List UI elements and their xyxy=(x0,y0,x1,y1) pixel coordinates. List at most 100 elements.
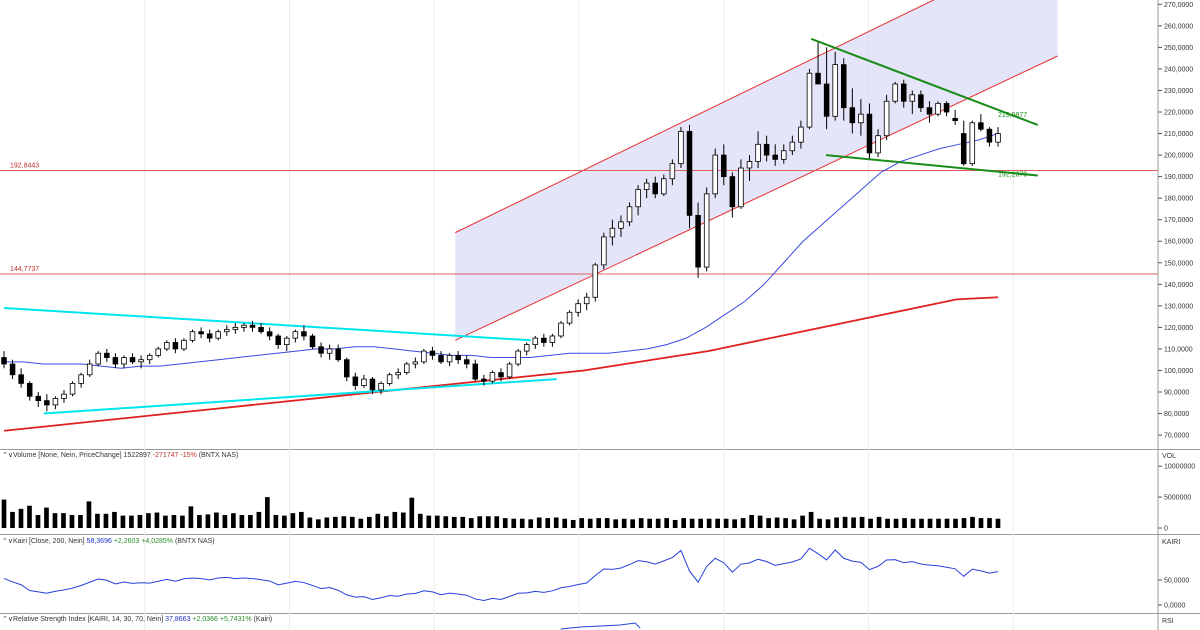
candle-body xyxy=(121,357,127,365)
candle-body xyxy=(935,102,941,115)
volume-bar xyxy=(299,511,304,528)
volume-bar xyxy=(426,515,432,528)
candle-body xyxy=(849,107,856,124)
volume-bar xyxy=(18,508,24,528)
volume-bar xyxy=(78,515,83,528)
candle-body xyxy=(558,322,564,337)
volume-bar xyxy=(180,515,185,528)
volume-bar xyxy=(715,518,720,528)
candle-body xyxy=(712,154,718,195)
volume-bar xyxy=(621,518,627,528)
price-axis-label: 180,0000 xyxy=(1164,196,1193,203)
volume-change: -271747 xyxy=(152,452,179,459)
candle-body xyxy=(609,227,616,238)
price-axis-label: 80,0000 xyxy=(1164,411,1189,418)
volume-bar xyxy=(146,513,151,528)
kairi-axis-label: 50,0000 xyxy=(1164,578,1189,585)
volume-bar xyxy=(587,518,593,528)
volume-bar xyxy=(817,518,822,528)
candle-body xyxy=(661,178,667,195)
rsi-panel-title: ⌃∨Relative Strength Index [KAIRI, 14, 30… xyxy=(2,615,272,623)
price-axis-label: 170,0000 xyxy=(1164,217,1193,224)
candle-body xyxy=(395,372,401,376)
kairi-icon: ⌃∨ xyxy=(2,538,13,545)
candle-body xyxy=(378,382,384,391)
candle-body xyxy=(686,130,693,216)
candle-body xyxy=(86,363,93,376)
volume-axis-label: 0 xyxy=(1164,526,1168,533)
candle-body xyxy=(721,154,727,178)
volume-bar xyxy=(562,518,568,528)
candle-body xyxy=(172,342,179,350)
volume-title: Volume [None, Nein, PriceChange] xyxy=(13,452,122,459)
volume-bar xyxy=(400,512,406,528)
volume-bar xyxy=(791,519,797,528)
candle-body xyxy=(866,113,873,154)
candle-body xyxy=(823,83,830,117)
volume-bar xyxy=(596,518,602,528)
rsi-indicator: RSI xyxy=(560,618,1174,630)
kairi-panel-title: ⌃∨Kairi [Close, 200, Nein] 58,3696 +2,26… xyxy=(2,537,215,545)
candle-body xyxy=(292,331,299,339)
volume-bar xyxy=(392,511,398,528)
candle-body xyxy=(652,182,658,195)
price-axis-label: 100,0000 xyxy=(1164,368,1193,375)
volume-bar xyxy=(120,515,126,528)
volume-bar xyxy=(579,518,585,528)
price-axis-label: 130,0000 xyxy=(1164,303,1193,310)
volume-bar xyxy=(248,515,253,528)
volume-bar xyxy=(995,518,1001,528)
volume-bar xyxy=(375,513,381,528)
price-axis-label: 260,0000 xyxy=(1164,23,1193,30)
candle-body xyxy=(232,326,239,330)
candle-body xyxy=(592,264,599,298)
candle-body xyxy=(52,398,59,406)
volume-bar xyxy=(545,518,551,528)
candle-body xyxy=(841,64,847,109)
volume-bar xyxy=(851,517,856,528)
candle-body xyxy=(789,141,796,152)
candle-body xyxy=(1,357,7,365)
candle-body xyxy=(266,331,273,337)
price-axis-label: 240,0000 xyxy=(1164,66,1193,73)
price-axis-label: 110,0000 xyxy=(1164,346,1193,353)
candle-body xyxy=(575,303,581,313)
candle-body xyxy=(164,342,170,350)
volume-bar xyxy=(69,515,75,528)
volume-bar xyxy=(332,516,338,528)
candle-body xyxy=(883,100,890,137)
candle-body xyxy=(729,176,736,208)
volume-bar xyxy=(494,516,500,528)
volume-bar xyxy=(511,518,517,528)
candle-body xyxy=(326,348,333,354)
candle-body xyxy=(943,102,950,113)
candle-body xyxy=(626,206,633,223)
price-axis-label: 190,0000 xyxy=(1164,174,1193,181)
price-axis-label: 200,0000 xyxy=(1164,153,1193,160)
candle-body xyxy=(892,83,898,102)
candle-body xyxy=(215,331,221,339)
volume-symbol: (BNTX NAS) xyxy=(198,452,239,459)
candle-body xyxy=(909,94,916,102)
volume-bar xyxy=(27,505,32,528)
volume-bar xyxy=(519,518,525,528)
volume-bar xyxy=(188,506,194,528)
candle-body xyxy=(738,167,744,208)
volume-change-pct: -15% xyxy=(180,452,197,459)
candle-body xyxy=(481,378,487,382)
trend-lines xyxy=(3,307,557,415)
volume-bar xyxy=(842,516,848,528)
rsi-icon: ⌃∨ xyxy=(2,616,13,623)
volume-bar xyxy=(570,519,576,528)
volume-bar xyxy=(222,515,228,528)
candle-body xyxy=(566,311,573,324)
candle-body xyxy=(875,135,881,154)
candle-body xyxy=(832,64,838,117)
volume-bar xyxy=(910,518,916,528)
candle-body xyxy=(541,337,547,343)
candle-body xyxy=(403,363,410,374)
candle-body xyxy=(995,133,1001,143)
candle-body xyxy=(498,372,504,378)
volume-bar xyxy=(468,518,474,528)
volume-bar xyxy=(205,514,211,528)
